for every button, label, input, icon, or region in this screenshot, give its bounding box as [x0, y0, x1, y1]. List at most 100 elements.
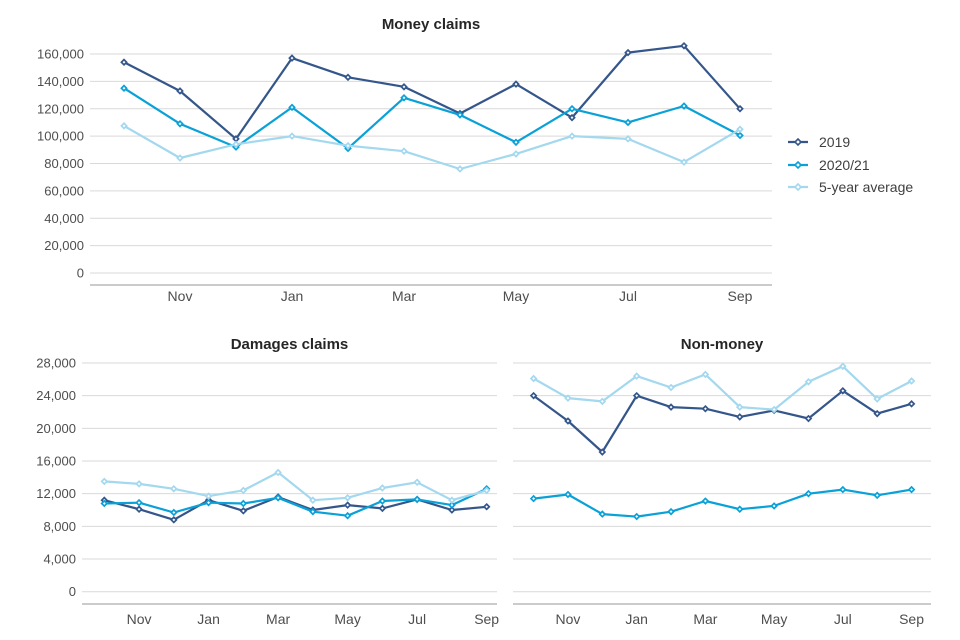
x-axis-label: Jul	[408, 611, 426, 627]
data-point-marker	[170, 508, 178, 517]
x-axis-label: Jul	[619, 288, 637, 304]
x-axis-label: Sep	[474, 611, 499, 627]
x-axis-label: Jan	[197, 611, 220, 627]
data-point-marker	[667, 403, 675, 411]
data-point-marker	[529, 391, 538, 400]
x-axis-label: Mar	[392, 288, 416, 304]
data-point-marker	[288, 54, 296, 62]
data-point-marker	[120, 58, 128, 67]
data-point-marker	[512, 138, 520, 147]
data-point-marker	[632, 372, 641, 380]
y-axis-label: 40,000	[44, 211, 84, 226]
legend-marker-diamond	[793, 182, 803, 192]
x-axis-label: Sep	[728, 288, 753, 304]
data-point-marker	[239, 499, 248, 508]
x-axis-label: Sep	[899, 611, 924, 627]
data-point-marker	[378, 504, 387, 513]
x-axis-label: Nov	[168, 288, 193, 304]
data-point-marker	[170, 516, 178, 524]
data-point-marker	[529, 494, 538, 503]
x-axis-label: Mar	[693, 611, 717, 627]
data-point-marker	[400, 93, 408, 102]
data-point-marker	[529, 374, 538, 383]
line-5-year-average	[532, 365, 913, 411]
data-point-marker	[564, 417, 572, 425]
data-point-marker	[735, 403, 744, 411]
data-point-marker	[135, 480, 143, 488]
legend-label-2019: 2019	[819, 134, 851, 151]
data-point-marker	[176, 87, 184, 95]
data-point-marker	[239, 507, 248, 515]
line-2019	[122, 44, 742, 140]
data-point-marker	[448, 501, 456, 509]
data-point-marker	[456, 165, 464, 173]
data-point-marker	[804, 414, 813, 423]
legend-item-2020-21: 2020/21	[788, 153, 913, 175]
y-axis-label: 100,000	[37, 129, 84, 144]
line-2020-21	[532, 488, 913, 518]
chart-title: Money claims	[382, 16, 480, 33]
data-point-marker	[873, 409, 882, 418]
y-axis-label: 24,000	[36, 388, 76, 403]
data-point-marker	[907, 377, 916, 385]
x-axis-label: Mar	[266, 611, 290, 627]
data-point-marker	[448, 496, 456, 505]
x-axis-label: Jan	[281, 288, 304, 304]
data-point-marker	[736, 125, 744, 134]
legend-line-marker-icon	[788, 182, 808, 192]
y-axis-label: 12,000	[36, 486, 76, 501]
data-point-marker	[344, 141, 352, 150]
data-point-marker	[632, 512, 641, 521]
legend-marker-diamond	[793, 138, 803, 147]
data-point-marker	[735, 505, 744, 514]
data-point-marker	[568, 132, 576, 140]
data-point-marker	[170, 484, 178, 493]
data-point-marker	[512, 80, 520, 88]
legend-item-2019: 2019	[788, 131, 913, 153]
chart-title: Damages claims	[231, 336, 349, 353]
data-point-marker	[512, 150, 520, 158]
data-point-marker	[344, 73, 352, 82]
data-point-marker	[770, 502, 778, 510]
data-point-marker	[568, 104, 576, 113]
data-point-marker	[100, 477, 109, 486]
data-point-marker	[400, 147, 408, 155]
y-axis-label: 20,000	[36, 421, 76, 436]
x-axis-label: Jan	[625, 611, 648, 627]
data-point-marker	[804, 377, 813, 386]
data-point-marker	[288, 132, 296, 140]
line-2019	[532, 389, 913, 454]
data-point-marker	[176, 120, 184, 128]
data-point-marker	[288, 103, 296, 112]
data-point-marker	[701, 497, 710, 505]
data-point-marker	[598, 510, 607, 518]
data-point-marker	[804, 489, 813, 498]
data-point-marker	[701, 404, 710, 413]
data-point-marker	[839, 485, 847, 494]
x-axis-label: May	[503, 288, 529, 304]
data-point-marker	[448, 506, 456, 514]
data-point-marker	[624, 118, 632, 127]
chart-legend: 2019 2020/21 5-year average	[788, 131, 913, 198]
data-point-marker	[667, 507, 675, 516]
data-point-marker	[343, 493, 352, 502]
data-point-marker	[274, 468, 282, 477]
data-point-marker	[343, 501, 352, 509]
data-point-marker	[135, 505, 143, 514]
data-point-marker	[400, 83, 408, 91]
legend-label-5-year-average: 5-year average	[819, 178, 914, 195]
data-point-marker	[120, 84, 128, 93]
data-point-marker	[907, 485, 916, 494]
data-point-marker	[624, 48, 632, 57]
line-2020-21	[103, 487, 488, 517]
y-axis-label: 8,000	[43, 519, 76, 534]
data-point-marker	[680, 102, 688, 110]
data-point-marker	[701, 370, 710, 379]
chart-non-money: Non-money Nov Jan Mar May Jul Sep	[513, 336, 931, 627]
data-point-marker	[232, 140, 240, 149]
data-point-marker	[204, 492, 213, 500]
line-5-year-average	[122, 124, 742, 171]
data-point-marker	[598, 448, 607, 456]
data-point-marker	[378, 484, 387, 492]
